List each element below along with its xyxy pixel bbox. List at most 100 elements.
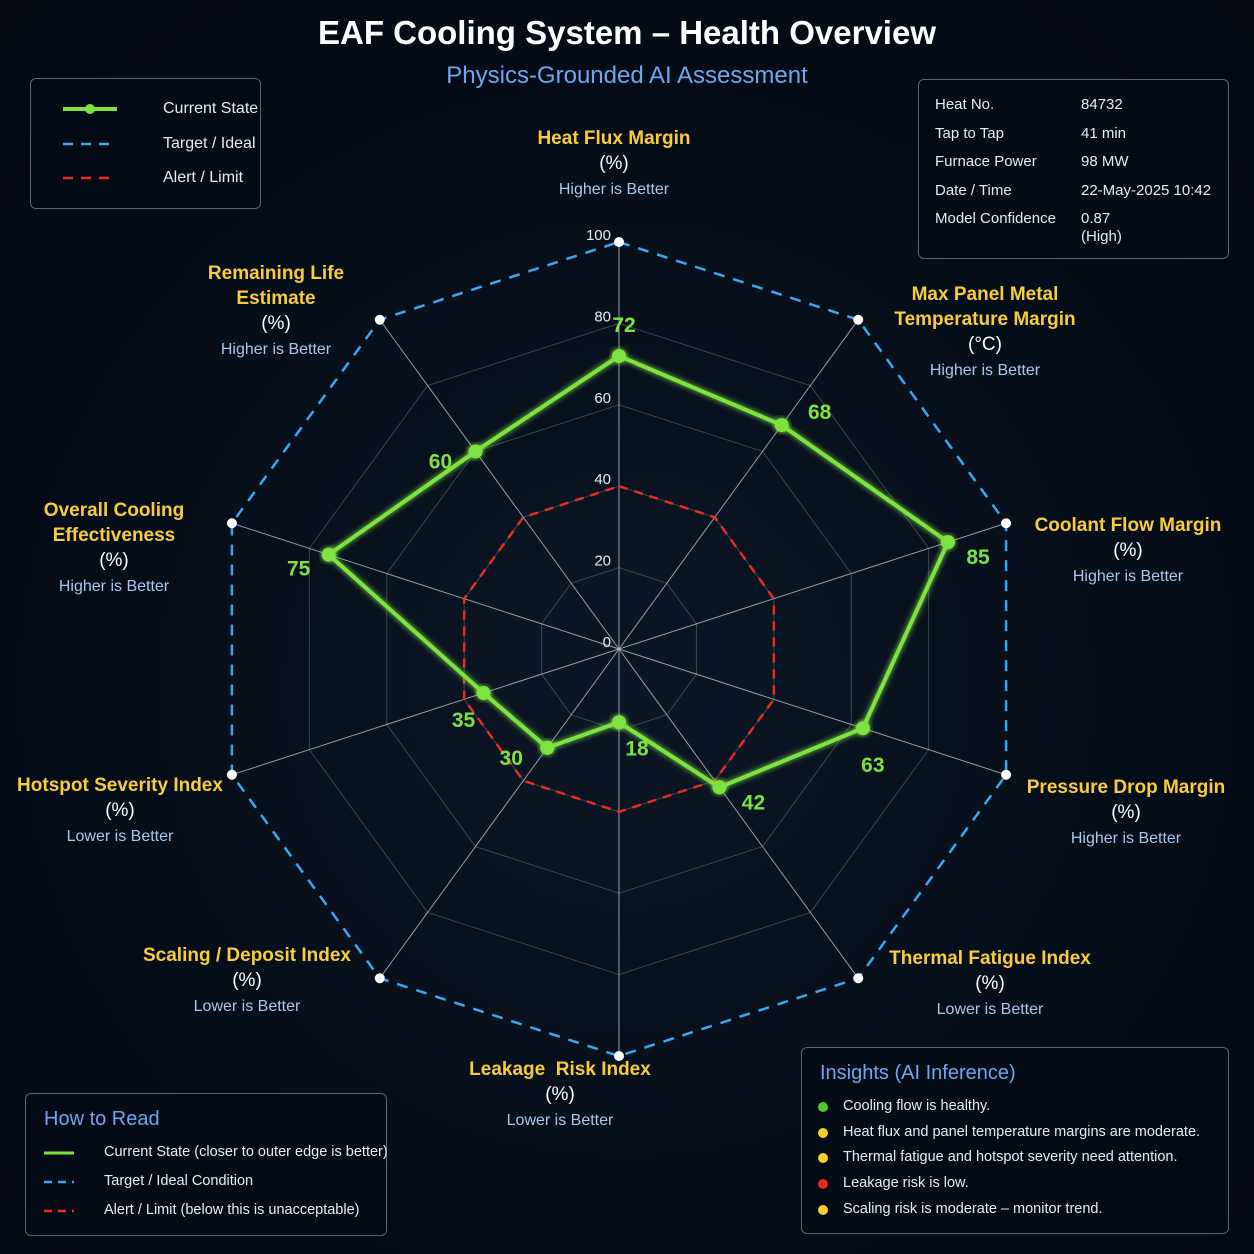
target-vertex-point — [853, 314, 864, 325]
data-point — [321, 547, 336, 562]
legend-label: Alert / Limit — [163, 169, 244, 186]
axis-unit: (%) — [599, 153, 629, 174]
target-vertex-point — [374, 314, 385, 325]
axis-spoke — [618, 319, 859, 650]
axis-spoke — [379, 319, 620, 650]
status-dot-icon — [818, 1128, 828, 1138]
info-key: Heat No. — [935, 96, 995, 113]
axis-label-remaining-life: Remaining Life Estimate (%) Higher is Be… — [208, 261, 344, 363]
status-dot-icon — [818, 1153, 828, 1163]
legend-label: Current State — [163, 100, 259, 117]
axis-unit: (%) — [1111, 802, 1141, 823]
axis-name: Thermal Fatigue Index — [889, 948, 1091, 969]
axis-direction: Higher is Better — [1072, 568, 1184, 585]
data-label: 60 — [429, 450, 452, 473]
insight-text: Cooling flow is healthy. — [843, 1098, 991, 1114]
data-point — [540, 740, 555, 755]
target-vertex-point — [614, 1051, 624, 1061]
axis-name: Heat Flux Margin — [537, 128, 691, 149]
axis-direction: Higher is Better — [220, 341, 332, 358]
how-to-read-swatch-target — [44, 1180, 74, 1184]
info-value: 41 min — [1081, 125, 1127, 142]
axis-spoke — [379, 648, 620, 979]
chart-subtitle: Physics-Grounded AI Assessment — [446, 62, 808, 89]
axis-unit: (%) — [545, 1084, 575, 1105]
how-to-read-label: Target / Ideal Condition — [104, 1173, 254, 1189]
how-to-read-title: How to Read — [44, 1108, 160, 1130]
tick-label: 20 — [594, 553, 611, 570]
target-vertex-point — [853, 973, 864, 984]
target-vertex-point — [1001, 769, 1012, 780]
how-to-read-label: Alert / Limit (below this is unacceptabl… — [104, 1202, 360, 1218]
axis-direction: Higher is Better — [558, 181, 670, 198]
data-point — [855, 721, 870, 736]
insight-text: Heat flux and panel temperature margins … — [843, 1124, 1201, 1140]
data-label: 75 — [287, 558, 311, 581]
legend-swatch-current — [63, 104, 117, 114]
tick-label: 0 — [603, 634, 611, 651]
data-label: 85 — [966, 546, 990, 569]
axis-name: Overall Cooling Effectiveness — [43, 500, 185, 546]
axis-label-leakage-risk: Leakage Risk Index (%) Lower is Better — [469, 1057, 651, 1134]
axis-direction: Lower is Better — [66, 828, 174, 845]
how-to-read-swatch-current — [44, 1151, 74, 1155]
tick-label: 80 — [594, 308, 611, 325]
axis-label-scaling-deposit: Scaling / Deposit Index (%) Lower is Bet… — [143, 943, 351, 1020]
data-point — [476, 686, 491, 701]
data-point — [712, 780, 727, 795]
status-dot-icon — [818, 1179, 828, 1189]
axis-name: Leakage Risk Index — [469, 1059, 651, 1080]
legend-swatch-target — [63, 142, 117, 146]
target-vertex-point — [374, 973, 385, 984]
axis-direction: Lower is Better — [506, 1112, 614, 1129]
data-label: 35 — [452, 709, 476, 732]
heat-info-box: Heat No. 84732 Tap to Tap 41 min Furnace… — [918, 79, 1229, 259]
insights-title: Insights (AI Inference) — [820, 1062, 1016, 1084]
info-key: Model Confidence — [935, 210, 1056, 227]
axis-label-hotspot-severity: Hotspot Severity Index (%) Lower is Bett… — [17, 773, 223, 850]
data-point — [612, 348, 626, 363]
data-label: 63 — [861, 754, 884, 777]
axis-unit: (%) — [1113, 540, 1143, 561]
insight-text: Scaling risk is moderate – monitor trend… — [843, 1201, 1103, 1217]
legend-item-alert: Alert / Limit — [61, 168, 243, 188]
axis-direction: Higher is Better — [58, 578, 170, 595]
info-value: 98 MW — [1081, 153, 1129, 170]
axis-name: Max Panel Metal Temperature Margin — [894, 284, 1076, 330]
axis-unit: (%) — [232, 970, 262, 991]
how-to-read-swatch-alert — [44, 1209, 74, 1213]
legend-label: Target / Ideal — [163, 135, 256, 152]
axis-direction: Higher is Better — [929, 362, 1041, 379]
how-to-read-label: Current State (closer to outer edge is b… — [104, 1144, 388, 1160]
status-dot-icon — [818, 1205, 828, 1215]
status-dot-icon — [818, 1102, 828, 1112]
axis-unit: (%) — [261, 313, 291, 334]
legend-item-current: Current State — [61, 99, 258, 119]
axis-spoke — [231, 522, 620, 650]
info-value: 0.87 (High) — [1081, 210, 1122, 245]
info-value: 22-May-2025 10:42 — [1081, 182, 1212, 199]
axis-direction: Higher is Better — [1070, 830, 1182, 847]
axis-direction: Lower is Better — [193, 998, 301, 1015]
axis-name: Scaling / Deposit Index — [143, 945, 351, 966]
insights-panel: Insights (AI Inference) Cooling flow is … — [801, 1047, 1229, 1234]
data-point — [774, 418, 789, 433]
info-key: Furnace Power — [935, 153, 1037, 170]
axis-name: Remaining Life Estimate — [207, 263, 345, 309]
axis-label-pressure-drop: Pressure Drop Margin (%) Higher is Bette… — [1027, 775, 1226, 852]
data-label: 72 — [612, 314, 635, 337]
data-point — [612, 715, 626, 730]
axis-label-coolant-flow: Coolant Flow Margin (%) Higher is Better — [1035, 513, 1222, 590]
info-value: 84732 — [1081, 96, 1123, 113]
axis-name: Hotspot Severity Index — [17, 775, 223, 796]
data-label: 68 — [808, 401, 832, 424]
axis-label-heat-flux: Heat Flux Margin (%) Higher is Better — [537, 126, 690, 203]
target-vertex-point — [614, 237, 624, 247]
insight-text: Thermal fatigue and hotspot severity nee… — [843, 1149, 1178, 1165]
axis-spoke — [618, 648, 859, 979]
tick-label: 60 — [594, 390, 611, 407]
legend-item-target: Target / Ideal — [61, 134, 256, 154]
chart-title: EAF Cooling System – Health Overview — [317, 14, 936, 51]
legend: Current State Target / Ideal Alert / Lim… — [30, 78, 261, 209]
axis-unit: (%) — [975, 973, 1005, 994]
